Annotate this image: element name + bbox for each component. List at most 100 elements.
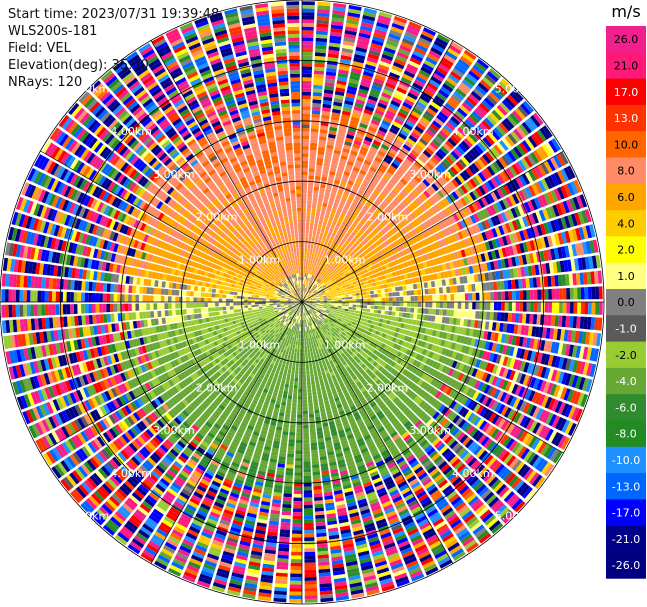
velocity-gate: [384, 306, 389, 311]
velocity-gate: [420, 116, 431, 125]
velocity-gate: [446, 309, 451, 317]
velocity-gate: [388, 302, 393, 306]
velocity-gate: [304, 348, 308, 353]
velocity-gate: [306, 377, 311, 382]
velocity-gate: [383, 46, 396, 55]
velocity-gate: [360, 21, 374, 29]
velocity-gate: [324, 241, 328, 246]
velocity-gate: [378, 193, 386, 200]
velocity-gate: [500, 78, 513, 90]
velocity-gate: [440, 161, 449, 170]
velocity-gate: [357, 213, 363, 220]
velocity-gate: [336, 168, 344, 175]
velocity-gate: [304, 584, 317, 589]
velocity-gate: [448, 96, 460, 107]
velocity-gate: [417, 295, 422, 301]
velocity-gate: [346, 89, 357, 95]
velocity-gate: [413, 161, 422, 169]
velocity-gate: [349, 226, 355, 232]
velocity-gate: [399, 291, 404, 296]
velocity-gate: [468, 70, 481, 81]
velocity-gate: [339, 224, 345, 230]
velocity-gate: [306, 288, 309, 293]
velocity-gate: [550, 173, 560, 187]
velocity-gate: [432, 215, 440, 223]
velocity-gate: [316, 16, 330, 21]
velocity-gate: [374, 268, 380, 273]
velocity-gate: [328, 239, 333, 244]
velocity-gate: [403, 34, 416, 43]
velocity-gate: [352, 299, 357, 302]
velocity-gate: [366, 267, 372, 272]
velocity-gate: [457, 199, 465, 209]
velocity-gate: [302, 341, 305, 346]
velocity-gate: [393, 15, 408, 24]
velocity-gate: [348, 208, 354, 214]
velocity-gate: [392, 302, 397, 307]
velocity-gate: [468, 293, 473, 301]
velocity-gate: [317, 224, 322, 229]
velocity-gate: [321, 272, 325, 277]
velocity-gate: [381, 200, 389, 207]
velocity-gate: [417, 289, 422, 295]
velocity-gate: [378, 297, 382, 302]
velocity-gate: [584, 302, 589, 315]
velocity-gate: [310, 292, 314, 296]
velocity-gate: [314, 511, 325, 516]
velocity-gate: [466, 73, 478, 84]
velocity-gate: [501, 155, 511, 166]
velocity-gate: [431, 43, 445, 53]
velocity-gate: [388, 33, 401, 41]
velocity-gate: [310, 446, 318, 451]
velocity-gate: [485, 134, 495, 146]
velocity-gate: [302, 207, 307, 212]
velocity-gate: [338, 303, 342, 306]
velocity-gate: [551, 288, 556, 300]
velocity-gate: [386, 205, 394, 212]
velocity-gate: [312, 92, 322, 97]
velocity-gate: [486, 165, 496, 176]
velocity-gate: [303, 414, 309, 418]
velocity-gate: [302, 204, 307, 208]
velocity-gate: [422, 149, 432, 159]
velocity-gate: [406, 296, 411, 302]
velocity-gate: [321, 224, 326, 230]
velocity-gate: [411, 164, 420, 172]
velocity-gate: [373, 290, 378, 294]
velocity-gate: [311, 453, 319, 458]
velocity-gate: [451, 191, 460, 200]
velocity-gate: [405, 312, 411, 318]
velocity-gate: [475, 187, 484, 198]
velocity-gate: [367, 298, 371, 302]
velocity-gate: [328, 280, 333, 284]
velocity-gate: [353, 266, 359, 271]
velocity-gate: [322, 278, 327, 283]
velocity-gate: [595, 302, 600, 315]
velocity-gate: [307, 352, 311, 357]
velocity-gate: [319, 287, 324, 290]
velocity-gate: [325, 74, 336, 80]
velocity-gate: [334, 242, 339, 247]
velocity-gate: [389, 29, 403, 38]
velocity-gate: [303, 508, 313, 513]
velocity-gate: [326, 64, 338, 69]
velocity-gate: [326, 185, 332, 190]
velocity-gate: [350, 231, 357, 237]
velocity-gate: [490, 177, 499, 188]
velocity-gate: [311, 110, 321, 115]
velocity-gate: [394, 156, 403, 164]
velocity-gate: [359, 292, 364, 296]
velocity-gate: [381, 302, 386, 306]
velocity-gate: [333, 259, 338, 264]
velocity-gate: [303, 454, 311, 458]
velocity-gate: [377, 250, 384, 256]
velocity-gate: [566, 302, 571, 314]
velocity-gate: [302, 233, 305, 237]
velocity-gate: [421, 239, 428, 247]
velocity-gate: [457, 85, 469, 95]
velocity-gate: [425, 176, 433, 185]
velocity-gate: [323, 286, 327, 290]
velocity-gate: [392, 159, 401, 167]
velocity-gate: [312, 267, 315, 272]
velocity-gate: [365, 156, 374, 163]
